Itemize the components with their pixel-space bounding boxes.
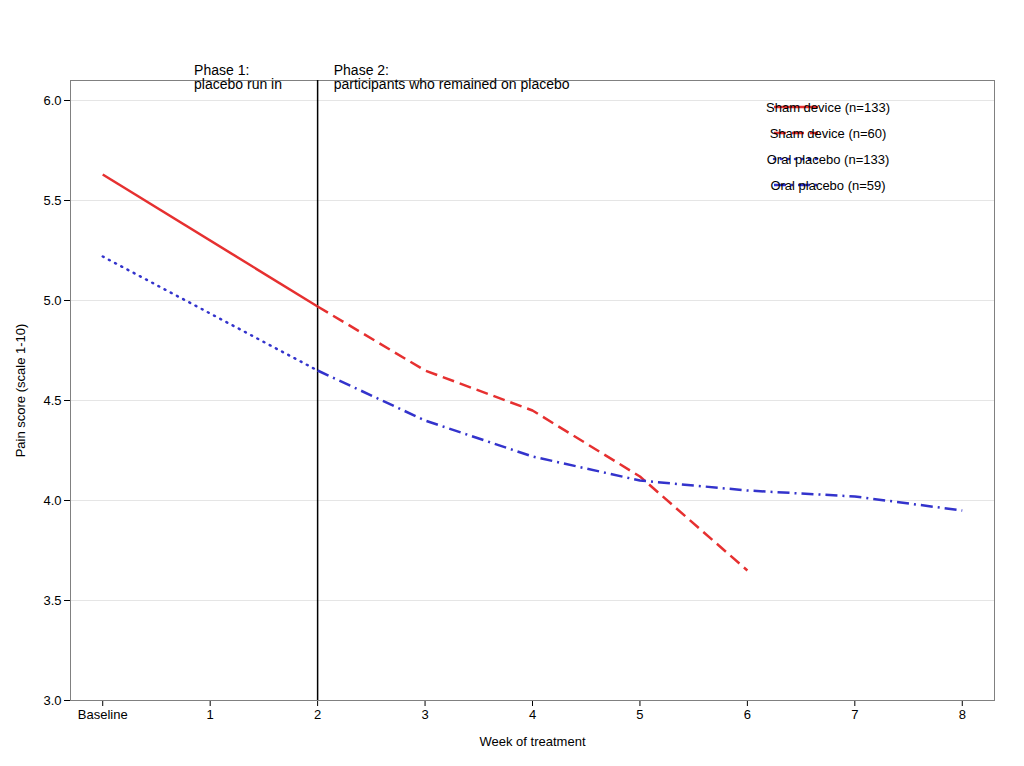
svg-text:3.5: 3.5 (43, 593, 61, 608)
svg-text:7: 7 (851, 707, 858, 722)
svg-text:6: 6 (744, 707, 751, 722)
svg-text:5: 5 (636, 707, 643, 722)
svg-text:6.0: 6.0 (43, 93, 61, 108)
svg-text:4: 4 (529, 707, 536, 722)
svg-text:5.0: 5.0 (43, 293, 61, 308)
svg-text:8: 8 (959, 707, 966, 722)
svg-text:Pain score (scale 1-10): Pain score (scale 1-10) (13, 324, 28, 458)
svg-text:3: 3 (421, 707, 428, 722)
svg-text:4.0: 4.0 (43, 493, 61, 508)
svg-text:Oral placebo (n=59): Oral placebo (n=59) (770, 178, 885, 193)
svg-text:Phase 2:participants who remai: Phase 2:participants who remained on pla… (334, 62, 570, 92)
svg-text:Oral placebo (n=133): Oral placebo (n=133) (767, 152, 890, 167)
svg-text:Week of treatment: Week of treatment (480, 734, 586, 749)
svg-text:Sham device (n=60): Sham device (n=60) (770, 126, 887, 141)
svg-text:Sham device (n=133): Sham device (n=133) (766, 100, 890, 115)
svg-text:2: 2 (314, 707, 321, 722)
svg-text:1: 1 (207, 707, 214, 722)
svg-text:5.5: 5.5 (43, 193, 61, 208)
svg-text:Baseline: Baseline (78, 707, 128, 722)
svg-text:3.0: 3.0 (43, 693, 61, 708)
svg-text:Phase 1:placebo run in: Phase 1:placebo run in (194, 62, 282, 92)
svg-text:4.5: 4.5 (43, 393, 61, 408)
